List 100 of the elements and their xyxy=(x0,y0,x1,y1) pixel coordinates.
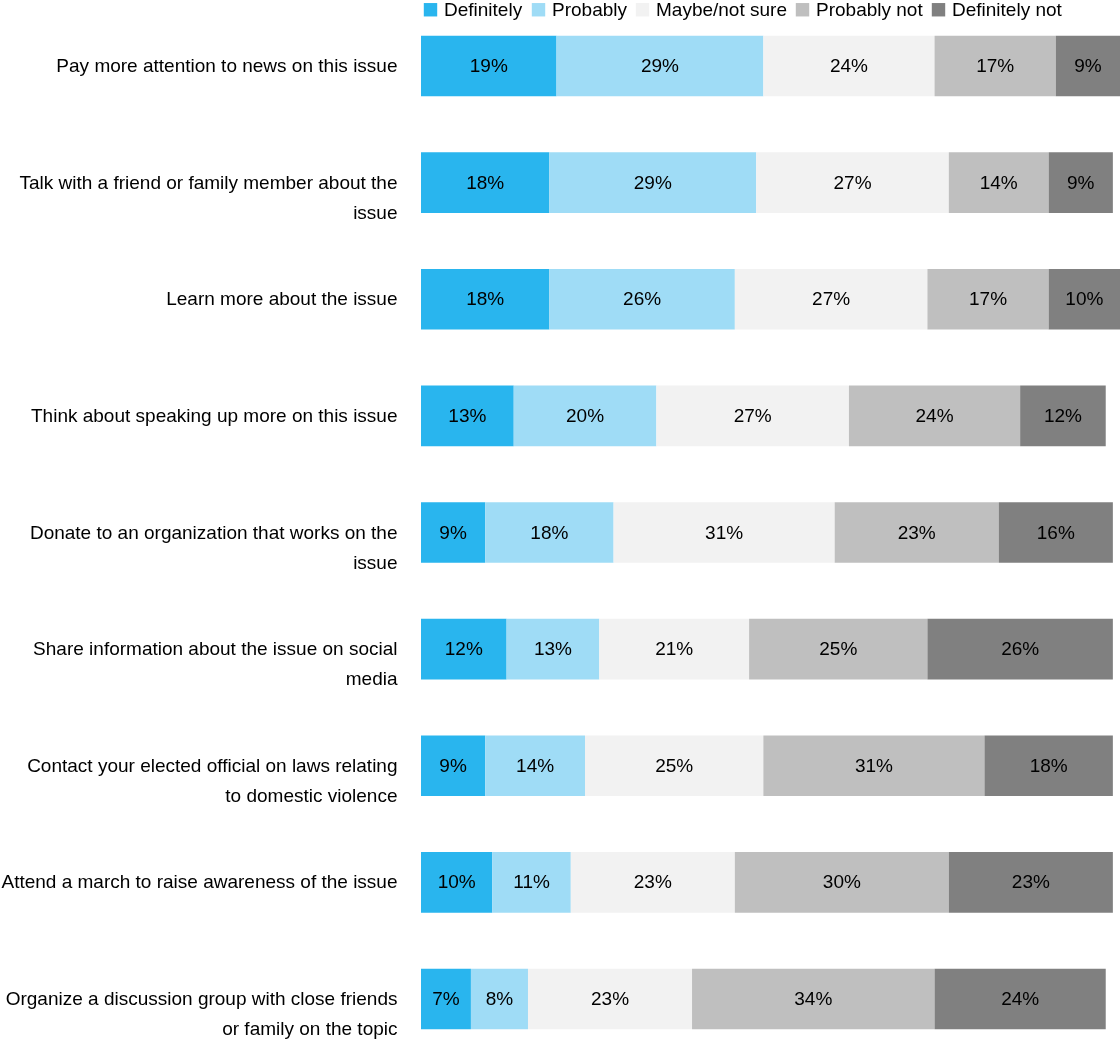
data-label: 24% xyxy=(915,404,954,426)
bar xyxy=(656,385,849,447)
y-tick-label: Think about speaking up more on this issue xyxy=(31,404,398,426)
data-label: 24% xyxy=(829,54,869,76)
bar xyxy=(998,502,1113,563)
bar xyxy=(1055,35,1120,97)
data-label: 9% xyxy=(439,521,467,543)
bar xyxy=(934,35,1056,97)
data-label: 23% xyxy=(1011,871,1050,893)
data-label: 14% xyxy=(979,171,1018,193)
data-label: 26% xyxy=(1001,638,1040,660)
bar xyxy=(1048,152,1113,213)
bar xyxy=(421,852,493,913)
bar xyxy=(513,385,657,447)
data-label: 27% xyxy=(833,171,872,193)
bar xyxy=(613,502,835,563)
bar xyxy=(599,618,750,680)
bar xyxy=(421,35,557,97)
bar xyxy=(549,152,757,213)
y-tick-label: Donate to an organization that works on the issue xyxy=(29,521,398,573)
data-label: 10% xyxy=(437,871,476,893)
bar xyxy=(421,968,471,1030)
data-label: 9% xyxy=(1074,54,1102,76)
bar xyxy=(848,385,1021,447)
bar xyxy=(734,268,928,330)
data-label: 11% xyxy=(513,871,550,893)
data-label: 31% xyxy=(854,754,894,776)
data-label: 34% xyxy=(794,988,833,1010)
data-label: 29% xyxy=(633,171,672,193)
bar xyxy=(763,735,985,797)
y-tick-label: Share information about the issue on social media xyxy=(33,638,398,690)
data-label: 9% xyxy=(1067,171,1095,193)
data-label: 31% xyxy=(705,521,744,543)
data-label: 12% xyxy=(1043,404,1083,426)
bar xyxy=(984,735,1113,797)
bar xyxy=(1048,268,1120,330)
data-label: 10% xyxy=(1065,288,1104,310)
data-label: 27% xyxy=(733,404,772,426)
data-label: 21% xyxy=(655,638,694,660)
data-label: 26% xyxy=(623,288,662,310)
bar xyxy=(421,735,486,797)
data-label: 23% xyxy=(591,988,630,1010)
bar xyxy=(756,152,949,213)
bar xyxy=(485,502,614,563)
data-label: 23% xyxy=(633,871,672,893)
data-label: 19% xyxy=(469,54,508,76)
bar xyxy=(421,618,507,680)
bar xyxy=(527,968,693,1030)
data-label: 30% xyxy=(822,871,861,893)
legend-label: Definitely xyxy=(444,0,523,20)
bar xyxy=(734,852,949,913)
legend-label: Maybe/not sure xyxy=(656,0,787,20)
data-label: 18% xyxy=(466,171,505,193)
data-label: 18% xyxy=(466,288,505,310)
y-tick-label: Learn more about the issue xyxy=(166,288,398,310)
bar xyxy=(470,968,528,1030)
data-label: 25% xyxy=(819,638,858,660)
y-tick-label: Organize a discussion group with close friends or family on the topic xyxy=(5,988,398,1040)
bar xyxy=(556,35,764,97)
data-label: 14% xyxy=(516,754,555,776)
bar xyxy=(585,735,764,797)
data-label: 9% xyxy=(439,754,467,776)
data-label: 13% xyxy=(448,404,487,426)
data-label: 18% xyxy=(530,521,569,543)
legend-label: Probably not xyxy=(816,0,924,20)
data-label: 12% xyxy=(444,638,483,660)
y-tick-label: Contact your elected official on laws relating to domestic violence xyxy=(27,754,398,806)
data-label: 17% xyxy=(976,54,1015,76)
bar xyxy=(549,268,735,330)
y-tick-label: Pay more attention to news on this issue xyxy=(56,54,398,76)
bar xyxy=(421,152,550,213)
legend-label: Probably xyxy=(552,0,628,20)
data-label: 25% xyxy=(655,754,694,776)
bar xyxy=(763,35,935,97)
bar xyxy=(948,152,1049,213)
data-label: 18% xyxy=(1029,754,1068,776)
data-label: 29% xyxy=(640,54,680,76)
bar xyxy=(934,968,1106,1030)
bar xyxy=(1020,385,1106,447)
data-label: 20% xyxy=(566,404,605,426)
bar xyxy=(421,502,486,563)
bar xyxy=(492,852,571,913)
y-tick-label: Talk with a friend or family member about the issue xyxy=(19,171,398,223)
data-label: 17% xyxy=(969,288,1008,310)
data-label: 13% xyxy=(533,638,573,660)
data-label: 16% xyxy=(1036,521,1075,543)
bar xyxy=(749,618,928,680)
bar xyxy=(485,735,586,797)
legend-label: Definitely not xyxy=(952,0,1063,20)
bar xyxy=(834,502,999,563)
bar xyxy=(927,268,1049,330)
data-label: 7% xyxy=(432,988,460,1010)
data-label: 24% xyxy=(1001,988,1040,1010)
data-label: 8% xyxy=(485,988,514,1010)
bar xyxy=(506,618,600,680)
bar xyxy=(570,852,735,913)
bar xyxy=(421,268,550,330)
y-tick-label: Attend a march to raise awareness of the issue xyxy=(1,871,398,893)
data-label: 23% xyxy=(897,521,936,543)
bar xyxy=(692,968,935,1030)
